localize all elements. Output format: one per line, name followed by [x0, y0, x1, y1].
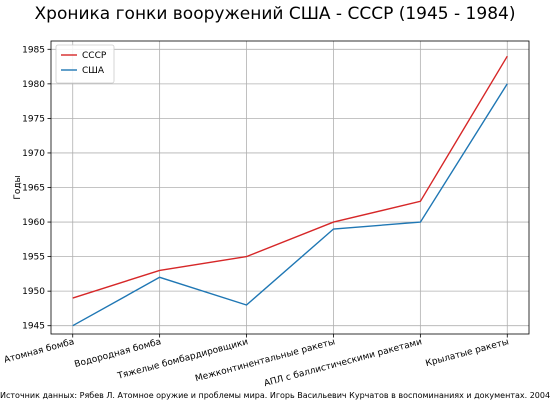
legend-label: США	[82, 66, 105, 76]
y-axis-ticks: 1945 1950 1955 1960 1965 1970 1975 1980 1985	[22, 45, 51, 332]
series-line	[72, 83, 508, 327]
y-tick-label: 1985	[22, 45, 45, 55]
y-tick-label: 1960	[22, 218, 45, 228]
legend-label: СССР	[82, 51, 107, 61]
series-lines	[72, 55, 508, 327]
y-tick-label: 1955	[22, 253, 45, 263]
x-tick-label: АПЛ с баллистическими ракетами	[263, 337, 423, 389]
series-line	[72, 55, 508, 299]
y-tick-label: 1945	[22, 322, 45, 332]
y-axis-label: Годы	[13, 175, 23, 199]
y-tick-label: 1970	[22, 149, 45, 159]
y-tick-label: 1950	[22, 287, 45, 297]
x-tick-label: Межконтинентальные ракеты	[194, 337, 336, 384]
y-tick-label: 1980	[22, 80, 45, 90]
x-tick-label: Крылатые ракеты	[425, 337, 510, 369]
y-tick-label: 1965	[22, 184, 45, 194]
legend: СССР США	[55, 44, 115, 84]
y-tick-label: 1975	[22, 114, 45, 124]
grid-lines	[51, 41, 529, 334]
chart-title: Хроника гонки вооружений США - СССР (194…	[34, 4, 516, 24]
x-tick-label: Атомная бомба	[3, 337, 75, 365]
data-source-note: Источник данных: Рябев Л. Атомное оружие…	[0, 391, 550, 400]
